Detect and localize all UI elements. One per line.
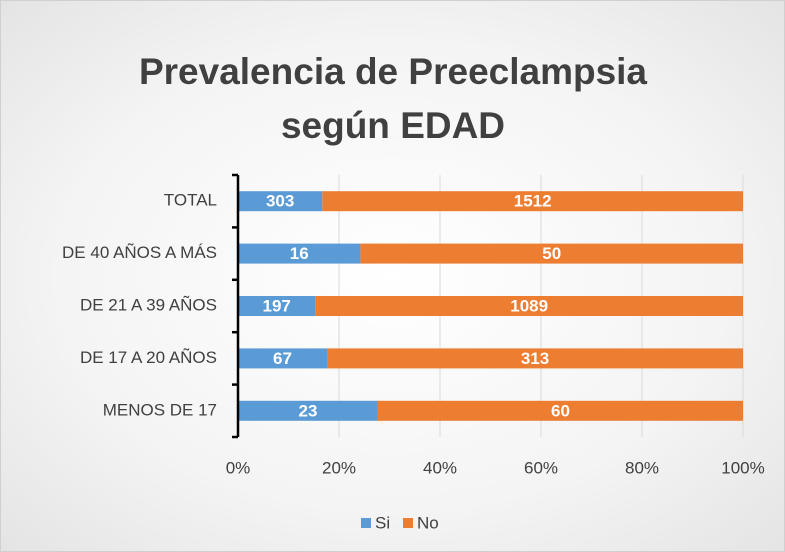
legend-label: Si xyxy=(375,513,390,532)
data-label: 67 xyxy=(273,349,292,368)
bar xyxy=(238,243,361,264)
x-tick-label: 0% xyxy=(226,458,251,477)
chart-title: Prevalencia de Preeclampsia según EDAD xyxy=(138,51,648,146)
data-label: 1512 xyxy=(514,192,552,211)
data-label: 197 xyxy=(262,296,290,315)
y-tick-label: DE 21 A 39 AÑOS xyxy=(80,295,217,314)
y-tick-label: DE 17 A 20 AÑOS xyxy=(80,348,217,367)
x-tick-label: 40% xyxy=(423,458,457,477)
bar xyxy=(238,296,316,316)
data-label: 60 xyxy=(551,401,570,420)
data-label: 303 xyxy=(266,192,294,211)
data-label: 16 xyxy=(290,244,309,263)
x-tick-label: 20% xyxy=(322,458,356,477)
x-tick-label: 100% xyxy=(721,458,764,477)
bar xyxy=(377,400,743,421)
bar xyxy=(238,191,323,212)
bar xyxy=(238,348,328,369)
data-label: 23 xyxy=(299,401,318,420)
legend-label: No xyxy=(417,513,439,532)
y-tick-label: TOTAL xyxy=(164,191,217,210)
x-tick-label: 80% xyxy=(625,458,659,477)
x-tick-label: 60% xyxy=(524,458,558,477)
bar xyxy=(315,296,743,316)
y-tick-label: DE 40 AÑOS A MÁS xyxy=(62,243,217,262)
bar xyxy=(327,348,743,369)
bar xyxy=(322,191,743,212)
legend-swatch xyxy=(361,518,371,528)
data-label: 313 xyxy=(521,349,549,368)
legend-swatch xyxy=(403,518,413,528)
data-label: 1089 xyxy=(510,296,548,315)
data-label: 50 xyxy=(542,244,561,263)
y-tick-label: MENOS DE 17 xyxy=(103,400,217,419)
bar xyxy=(238,400,378,421)
bar xyxy=(360,243,743,264)
